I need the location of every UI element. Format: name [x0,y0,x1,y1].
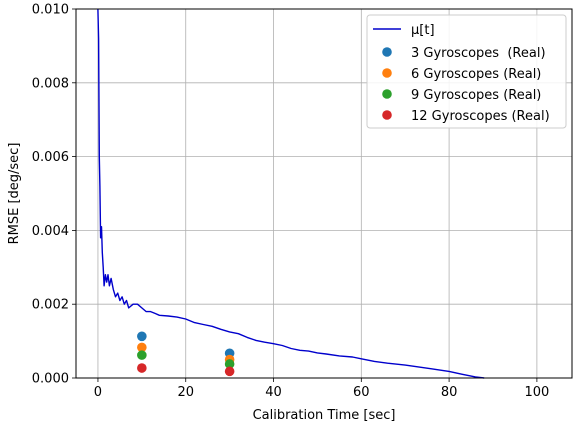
legend-label-series-0: 3 Gyroscopes (Real) [411,46,546,61]
legend-marker-series-1 [382,68,392,78]
y-tick-label: 0.000 [32,372,69,387]
y-tick-label: 0.010 [32,3,69,18]
legend-label-mu: μ[t] [411,23,435,38]
x-axis-ticks: 0 20 40 60 80 100 [94,378,549,400]
y-tick-label: 0.004 [32,224,69,239]
x-tick-label: 20 [177,385,194,400]
y-tick-label: 0.006 [32,150,69,165]
scatter-point-series-3 [224,366,235,377]
legend-label-series-3: 12 Gyroscopes (Real) [411,109,550,124]
x-axis-title: Calibration Time [sec] [253,408,396,423]
plot-area-frame [75,8,573,379]
legend-label-series-1: 6 Gyroscopes (Real) [411,67,541,82]
legend-entries: 3 Gyroscopes (Real) 6 Gyroscopes (Real) 9 … [382,46,550,124]
x-tick-label: 0 [94,385,102,400]
x-tick-label: 40 [265,385,282,400]
y-axis-title: RMSE [deg/sec] [7,143,22,245]
legend: μ[t] 3 Gyroscopes (Real) 6 Gyroscopes (Re… [366,14,567,129]
y-tick-label: 0.002 [32,298,69,313]
scatter-point-series-1 [137,342,147,353]
legend-marker-series-0 [382,47,392,57]
legend-box [366,14,567,129]
legend-marker-series-3 [382,110,392,120]
scatter-point-series-2 [137,350,147,360]
y-axis-ticks: 0.000 0.002 0.004 0.006 0.008 0.010 [32,3,76,387]
scatter-point-series-0 [137,331,147,342]
x-tick-label: 80 [441,385,458,400]
mu-line-layer [97,8,485,379]
scatter-points-layer [137,331,235,377]
scatter-point-series-2 [224,359,235,369]
legend-label-series-2: 9 Gyroscopes (Real) [411,88,541,103]
x-tick-label: 100 [524,385,549,400]
y-tick-label: 0.008 [32,76,69,91]
mu-line-series [97,8,485,379]
scatter-point-series-3 [137,363,147,373]
x-tick-label: 60 [353,385,370,400]
legend-marker-series-2 [382,89,392,99]
